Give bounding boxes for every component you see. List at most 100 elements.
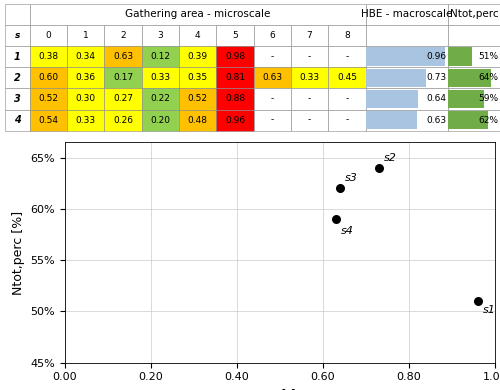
Text: 0.63: 0.63 xyxy=(262,73,282,82)
Text: 64%: 64% xyxy=(478,73,498,82)
Text: 0: 0 xyxy=(46,31,51,40)
Text: 1: 1 xyxy=(83,31,88,40)
Bar xyxy=(30,89,67,110)
Text: 0.36: 0.36 xyxy=(76,73,96,82)
Text: 0.27: 0.27 xyxy=(113,94,133,103)
Point xyxy=(474,298,482,304)
Bar xyxy=(216,46,254,67)
Bar xyxy=(328,25,366,46)
Bar xyxy=(328,46,366,67)
Bar xyxy=(366,111,418,129)
Bar xyxy=(448,4,500,25)
Bar xyxy=(30,110,67,131)
Text: 0.33: 0.33 xyxy=(300,73,320,82)
Bar xyxy=(254,46,291,67)
Text: 2: 2 xyxy=(14,73,20,83)
Bar xyxy=(366,67,448,89)
Text: 0.12: 0.12 xyxy=(150,52,171,61)
Bar xyxy=(291,89,328,110)
Text: 0.96: 0.96 xyxy=(225,115,245,124)
Bar xyxy=(448,89,500,110)
Bar xyxy=(5,110,29,131)
Text: -: - xyxy=(270,115,274,124)
Text: 0.63: 0.63 xyxy=(113,52,133,61)
Point xyxy=(375,165,383,171)
Text: 8: 8 xyxy=(344,31,350,40)
X-axis label: RI [-]: RI [-] xyxy=(264,388,296,390)
Bar xyxy=(254,110,291,131)
Text: 2: 2 xyxy=(120,31,126,40)
Text: -: - xyxy=(308,115,311,124)
Text: -: - xyxy=(346,52,348,61)
Bar xyxy=(67,110,104,131)
Text: -: - xyxy=(270,52,274,61)
Bar xyxy=(104,110,142,131)
Bar xyxy=(291,46,328,67)
Text: s2: s2 xyxy=(384,153,397,163)
Bar xyxy=(5,89,29,110)
Bar xyxy=(328,110,366,131)
Bar xyxy=(67,46,104,67)
Bar xyxy=(216,25,254,46)
Bar xyxy=(104,46,142,67)
Bar xyxy=(142,89,179,110)
Text: 0.54: 0.54 xyxy=(38,115,58,124)
Text: 0.30: 0.30 xyxy=(76,94,96,103)
Bar xyxy=(448,111,488,129)
Text: 0.60: 0.60 xyxy=(38,73,58,82)
Text: 0.34: 0.34 xyxy=(76,52,96,61)
Text: 3: 3 xyxy=(14,94,20,104)
Bar xyxy=(30,25,67,46)
Bar xyxy=(291,67,328,89)
Bar xyxy=(104,25,142,46)
Bar xyxy=(366,4,448,25)
Bar xyxy=(142,25,179,46)
Text: 6: 6 xyxy=(270,31,275,40)
Bar xyxy=(328,89,366,110)
Point xyxy=(336,185,344,191)
Bar xyxy=(254,25,291,46)
Text: s: s xyxy=(14,31,20,40)
Text: 7: 7 xyxy=(306,31,312,40)
Bar xyxy=(216,67,254,89)
Text: -: - xyxy=(346,94,348,103)
Bar xyxy=(67,25,104,46)
Text: -: - xyxy=(270,94,274,103)
Bar xyxy=(142,110,179,131)
Text: 0.81: 0.81 xyxy=(225,73,245,82)
Bar xyxy=(30,46,67,67)
Text: 62%: 62% xyxy=(478,115,498,124)
Text: 0.98: 0.98 xyxy=(225,52,245,61)
Bar xyxy=(5,25,29,46)
Bar xyxy=(254,67,291,89)
Text: 0.33: 0.33 xyxy=(76,115,96,124)
Text: s1: s1 xyxy=(483,305,496,314)
Text: 0.48: 0.48 xyxy=(188,115,208,124)
Bar xyxy=(448,25,500,46)
Bar xyxy=(5,4,29,25)
Bar xyxy=(366,110,448,131)
Text: -: - xyxy=(308,52,311,61)
Bar xyxy=(291,25,328,46)
Text: 0.26: 0.26 xyxy=(113,115,133,124)
Text: Gathering area - microscale: Gathering area - microscale xyxy=(125,9,270,20)
Text: 0.20: 0.20 xyxy=(150,115,171,124)
Bar xyxy=(448,67,500,89)
Bar xyxy=(142,46,179,67)
Bar xyxy=(366,48,444,66)
Bar xyxy=(142,67,179,89)
Text: 51%: 51% xyxy=(478,52,498,61)
Bar xyxy=(448,46,500,67)
Text: -: - xyxy=(346,115,348,124)
Bar xyxy=(5,67,29,89)
Bar xyxy=(448,48,472,66)
Text: HBE - macroscale: HBE - macroscale xyxy=(361,9,452,20)
Text: 0.33: 0.33 xyxy=(150,73,171,82)
Bar xyxy=(366,90,418,108)
Bar xyxy=(448,69,491,87)
Text: s4: s4 xyxy=(341,225,354,236)
Bar xyxy=(104,89,142,110)
Bar xyxy=(366,69,426,87)
Point xyxy=(332,216,340,222)
Bar xyxy=(179,46,216,67)
